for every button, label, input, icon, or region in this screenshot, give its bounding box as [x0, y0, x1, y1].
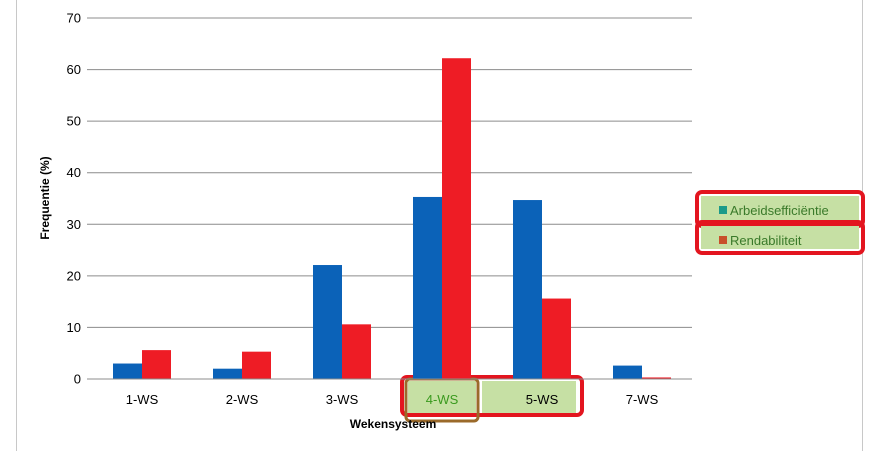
y-tick-label: 10: [67, 320, 81, 335]
y-axis-label: Frequentie (%): [38, 156, 52, 239]
x-axis-ticks: 1-WS 2-WS 3-WS 4-WS 5-WS 7-WS: [126, 392, 659, 407]
y-tick-label: 60: [67, 62, 81, 77]
bar: [442, 58, 471, 380]
y-tick-label: 0: [74, 372, 81, 387]
y-tick-label: 50: [67, 114, 81, 129]
bar: [113, 363, 142, 379]
y-tick-label: 40: [67, 165, 81, 180]
y-tick-label: 70: [67, 11, 81, 26]
bars: [113, 58, 671, 380]
bar: [342, 324, 371, 379]
gridlines: [87, 17, 692, 380]
highlight-fill-left: [408, 381, 476, 413]
y-tick-label: 20: [67, 268, 81, 283]
legend-label: Rendabiliteit: [730, 233, 802, 248]
x-axis-label: Wekensysteem: [350, 417, 437, 431]
legend-swatch: [719, 236, 727, 244]
legend-box: [695, 220, 865, 255]
bar: [642, 377, 671, 379]
legend: Arbeidsefficiëntie Rendabiliteit: [695, 190, 865, 255]
bar: [313, 265, 342, 379]
highlight-box-outer: [400, 375, 584, 417]
x-tick-label: 7-WS: [626, 392, 659, 407]
bar: [542, 298, 571, 379]
bar: [142, 350, 171, 379]
x-tick-label: 5-WS: [526, 392, 559, 407]
x-tick-label: 2-WS: [226, 392, 259, 407]
bar: [213, 368, 242, 379]
legend-swatch: [719, 206, 727, 214]
legend-fill: [701, 196, 859, 222]
y-axis-ticks: 0 10 20 30 40 50 60 70: [67, 11, 81, 387]
bar: [613, 365, 642, 379]
highlight-fill-right: [482, 381, 576, 413]
bar: [413, 196, 442, 379]
y-tick-label: 30: [67, 217, 81, 232]
legend-fill: [701, 226, 859, 249]
x-tick-label: 4-WS: [426, 392, 459, 407]
category-highlights: [400, 375, 584, 423]
bar: [242, 351, 271, 379]
bar: [513, 200, 542, 379]
legend-label: Arbeidsefficiëntie: [730, 203, 829, 218]
x-tick-label: 1-WS: [126, 392, 159, 407]
x-tick-label: 3-WS: [326, 392, 359, 407]
